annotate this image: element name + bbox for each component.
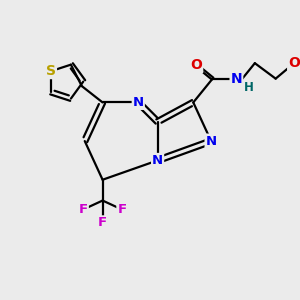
Text: N: N [231, 72, 242, 86]
Text: S: S [46, 64, 56, 78]
Text: N: N [152, 154, 163, 167]
Text: O: O [288, 56, 300, 70]
Text: F: F [98, 216, 107, 230]
Text: N: N [133, 96, 144, 109]
Text: F: F [117, 203, 127, 216]
Text: N: N [206, 135, 217, 148]
Text: O: O [190, 58, 202, 72]
Text: H: H [244, 81, 254, 94]
Text: F: F [79, 203, 88, 216]
